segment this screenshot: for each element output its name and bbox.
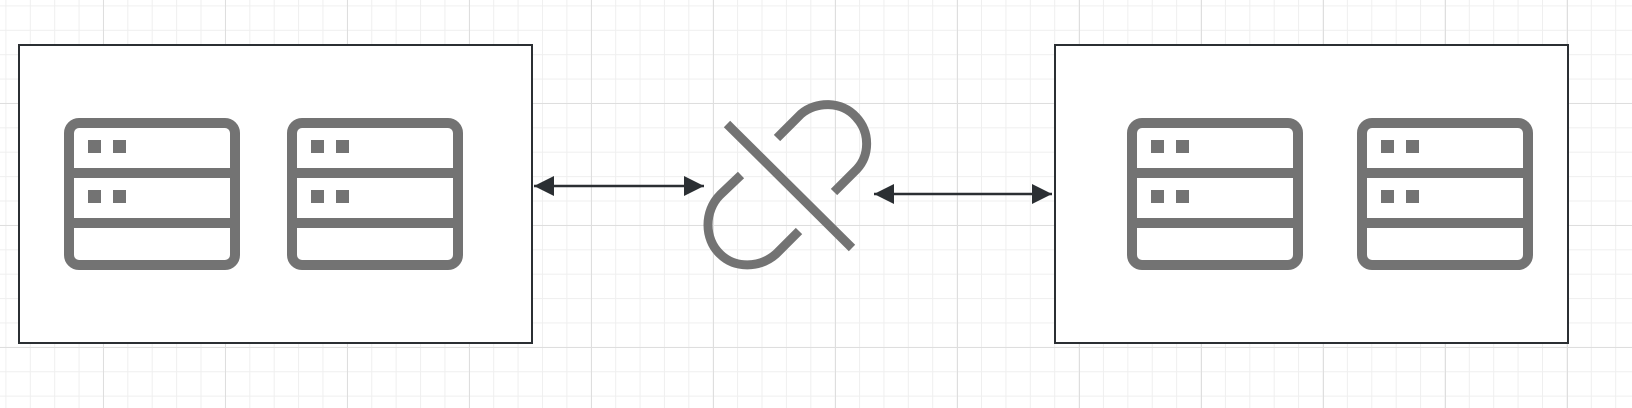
right-server-group[interactable] bbox=[1054, 44, 1569, 344]
left-server-group[interactable] bbox=[18, 44, 533, 344]
server-rack-icon bbox=[1127, 118, 1303, 270]
broken-link-icon[interactable] bbox=[703, 100, 872, 270]
server-rack-icon bbox=[64, 118, 240, 270]
server-rack-icon bbox=[1357, 118, 1533, 270]
server-rack-icon bbox=[287, 118, 463, 270]
